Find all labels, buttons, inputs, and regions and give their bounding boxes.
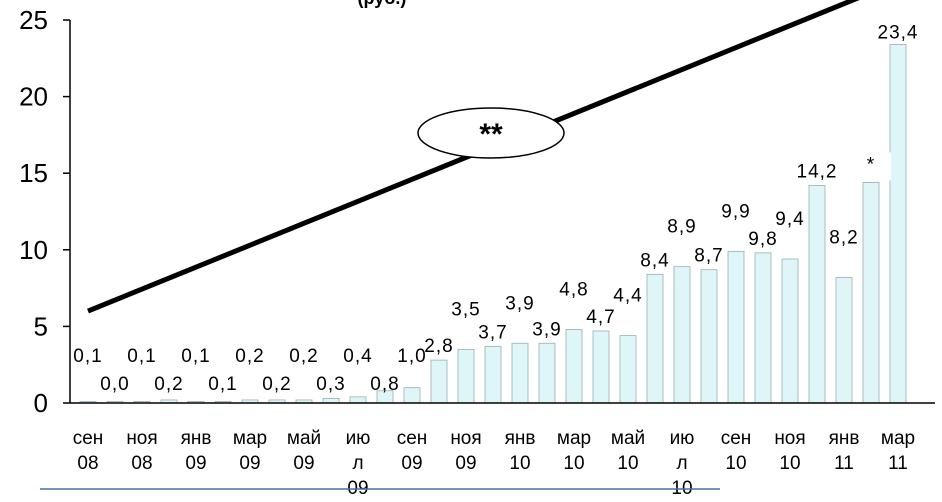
- data-label: 8,9: [667, 217, 696, 238]
- chart-title: (руб.): [358, 0, 407, 8]
- annotation-text: **: [479, 118, 503, 151]
- y-tick-label: 20: [19, 82, 48, 112]
- bar: [538, 342, 556, 404]
- data-label: 4,4: [613, 286, 642, 307]
- bar: [889, 44, 907, 404]
- data-label: *: [867, 154, 875, 175]
- x-tick-label: 09: [455, 453, 476, 474]
- annotation: **: [417, 107, 565, 159]
- bars: [79, 44, 907, 404]
- x-tick-label: 11: [834, 453, 854, 474]
- data-label: 0,0: [100, 374, 129, 395]
- x-tick-label: ноя: [126, 428, 157, 449]
- data-label: 3,9: [505, 293, 534, 314]
- x-tick-label: 11: [888, 453, 908, 474]
- bar: [403, 387, 421, 404]
- x-tick-label: мар: [881, 428, 915, 449]
- bar: [727, 250, 745, 404]
- bar: [565, 329, 583, 404]
- data-label: 4,7: [586, 307, 615, 328]
- x-tick-label: 08: [77, 453, 98, 474]
- x-tick-label: янв: [181, 428, 212, 449]
- annotation-ellipse: [417, 107, 565, 159]
- data-label: 2,8: [424, 336, 453, 357]
- x-tick-label: 10: [563, 453, 584, 474]
- y-tick-label: 15: [19, 158, 48, 188]
- bar: [511, 342, 529, 404]
- x-tick-label: 09: [185, 453, 206, 474]
- data-label: 9,9: [721, 201, 750, 222]
- data-label: 0,4: [343, 346, 372, 367]
- data-label: 0,3: [316, 374, 345, 395]
- x-axis: сен08ноя08янв09мар09май09июл09сен09ноя09…: [40, 402, 935, 499]
- bar: [430, 359, 448, 404]
- data-label: 4,8: [559, 279, 588, 300]
- bar: [808, 185, 826, 404]
- y-axis: 0 5 10 15 20 25: [19, 5, 71, 418]
- y-tick-label: 0: [34, 388, 48, 418]
- x-tick-label: л: [352, 453, 363, 474]
- data-label: 8,2: [829, 227, 858, 248]
- y-tick-label: 25: [19, 5, 48, 35]
- x-tick-label: сен: [397, 428, 428, 449]
- x-tick-label: 10: [617, 453, 638, 474]
- bar: [781, 258, 799, 404]
- x-tick-label: май: [611, 428, 645, 449]
- x-tick-label: ноя: [450, 428, 481, 449]
- x-tick-label: 08: [131, 453, 152, 474]
- x-tick-label: янв: [505, 428, 536, 449]
- x-tick-label: сен: [721, 428, 752, 449]
- data-label: 0,1: [181, 346, 210, 367]
- bar: [457, 348, 475, 404]
- x-tick-label: 10: [509, 453, 530, 474]
- data-label: 0,8: [370, 374, 399, 395]
- data-label: 14,2: [797, 161, 838, 182]
- bar: [484, 345, 502, 404]
- data-label: 3,7: [478, 322, 507, 343]
- y-tick-label: 5: [34, 311, 48, 341]
- x-tick-label: ноя: [774, 428, 805, 449]
- x-tick-label: май: [287, 428, 321, 449]
- y-tick-label: 10: [19, 235, 48, 265]
- data-label: 0,1: [73, 346, 102, 367]
- data-label: 3,9: [532, 319, 561, 340]
- x-tick-label: ию: [346, 428, 371, 449]
- data-label: 8,4: [640, 250, 669, 271]
- x-tick-label: ию: [670, 428, 695, 449]
- data-label: 1,0: [397, 346, 426, 367]
- bar: [700, 269, 718, 404]
- data-labels: 0,10,00,10,20,10,10,20,20,20,30,40,81,02…: [73, 23, 919, 395]
- x-tick-label: мар: [233, 428, 267, 449]
- bar: [862, 181, 880, 404]
- data-label: 0,2: [154, 374, 183, 395]
- label-box: [861, 152, 891, 181]
- data-label: 9,4: [775, 209, 804, 230]
- x-tick-label: мар: [557, 428, 591, 449]
- data-label: 3,5: [451, 299, 480, 320]
- x-tick-label: сен: [73, 428, 104, 449]
- x-tick-label: янв: [829, 428, 860, 449]
- bar: [835, 276, 853, 404]
- x-tick-label: 09: [239, 453, 260, 474]
- data-label: 23,4: [878, 23, 919, 44]
- x-tick-label: л: [676, 453, 687, 474]
- bar: [646, 273, 664, 404]
- x-tick-label: 09: [401, 453, 422, 474]
- bar: [349, 396, 367, 404]
- data-label: 8,7: [694, 246, 723, 267]
- bar: [592, 330, 610, 404]
- data-label: 0,2: [235, 346, 264, 367]
- data-label: 0,2: [289, 346, 318, 367]
- data-label: 0,1: [127, 346, 156, 367]
- bar: [754, 252, 772, 404]
- data-label: 0,1: [208, 374, 237, 395]
- data-label: 9,8: [748, 229, 777, 250]
- bar: [619, 335, 637, 404]
- x-tick-label: 10: [725, 453, 746, 474]
- data-label: 0,2: [262, 374, 291, 395]
- bar: [673, 266, 691, 404]
- x-tick-label: 09: [293, 453, 314, 474]
- x-tick-label: 10: [779, 453, 800, 474]
